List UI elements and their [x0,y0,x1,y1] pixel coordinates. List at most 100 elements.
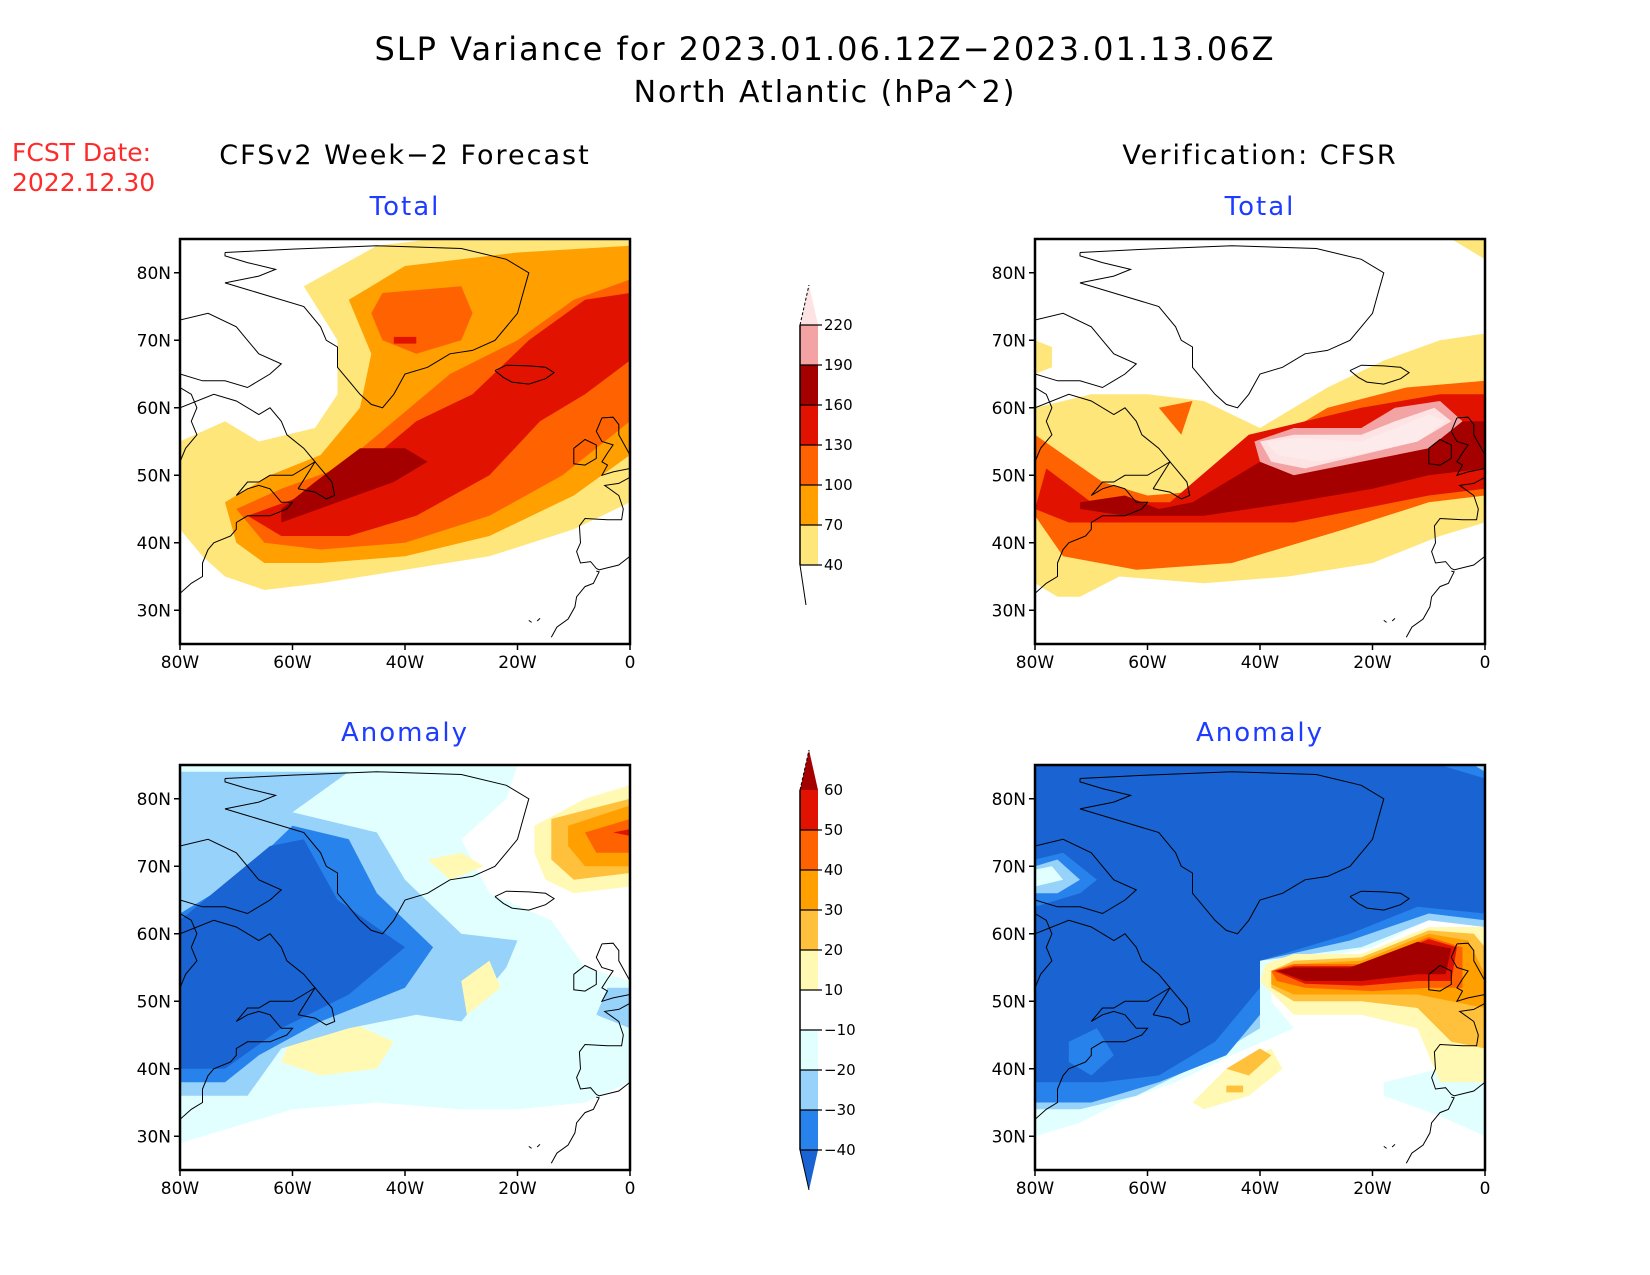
coastline [1035,919,1171,1120]
x-tick-label: 20W [498,653,537,673]
chart-title: SLP Variance for 2023.01.06.12Z−2023.01.… [374,30,1276,68]
coastline [1405,1096,1455,1164]
y-tick-label: 70N [137,857,171,877]
colorbar-box [800,990,818,1030]
coastline [1152,986,1191,1026]
y-tick-label: 60N [137,925,171,945]
x-tick-label: 40W [386,1179,425,1199]
colorbar-label: −40 [824,1141,856,1159]
coastline [573,438,597,466]
colorbar-box [800,910,818,950]
coastline [1391,1143,1396,1148]
coastline [536,618,541,622]
forecast-column-heading: CFSv2 Week−2 Forecast [219,140,591,171]
panel-title-verif-total: Total [1224,192,1296,222]
contour-fill-level-20 [1226,1048,1272,1076]
contour-fill-level-40 [1451,239,1485,260]
colorbar-box [800,405,818,445]
colorbar-total: 40 70 100 130 160 190 220 [799,284,853,606]
colorbar-label: 190 [824,356,853,374]
coastline [1035,913,1053,988]
x-tick-label: 60W [1128,653,1167,673]
x-tick-label: 0 [1480,1179,1491,1199]
colorbar-label: 160 [824,396,853,414]
coastline [180,838,283,915]
contour-fill-level-10 [461,960,501,1015]
coastline [528,1145,532,1149]
coastline [1035,312,1138,389]
y-tick-label: 80N [992,790,1026,810]
contour-fill-level-130 [247,293,630,536]
colorbar-box [800,790,818,830]
colorbar-label: 30 [824,901,843,919]
x-tick-label: 40W [1241,1179,1280,1199]
coastline [595,416,630,477]
contour-fill-level-50 [613,829,630,836]
y-tick-label: 40N [992,1060,1026,1080]
contour-fill-level-60 [1276,941,1452,981]
colorbar-box [800,485,818,525]
y-tick-label: 80N [137,264,171,284]
coastline [1035,838,1138,915]
coastline [528,619,532,623]
coastline [180,393,316,594]
contour-fill-level-160 [281,448,428,523]
x-tick-label: 20W [498,1179,537,1199]
coastline [1391,618,1396,622]
panel-title-fcst-total: Total [369,192,441,222]
x-tick-label: 0 [625,1179,636,1199]
coastline [1431,1002,1485,1097]
x-tick-label: 80W [161,1179,200,1199]
colorbar-edge [799,749,810,791]
colorbar-box [800,950,818,990]
colorbar-extend-high [800,750,818,790]
contour-fill-level--20 [596,987,630,1029]
colorbar-label: 40 [824,861,843,879]
colorbar-box [800,325,818,365]
colorbar-box [800,445,818,485]
x-tick-label: 80W [161,653,200,673]
y-tick-label: 50N [137,466,171,486]
map-panel-verif-total: 80W 60W 40W 20W 0 30N 40N 50N 60N 70N 80N [992,237,1490,673]
forecast-date-label: FCST Date: [12,138,152,167]
coastline [494,364,555,385]
colorbar-label: −10 [824,1021,856,1039]
contour-fill-level-20 [1226,1085,1244,1093]
colorbar-box [800,830,818,870]
coastline [297,460,336,500]
y-tick-label: 30N [137,601,171,621]
contour-fill-level-10 [427,852,484,880]
colorbar-anomaly: −40 −30 −20 −10 10 20 30 40 50 60 [799,749,856,1191]
y-tick-label: 80N [137,790,171,810]
coastline [1079,245,1385,409]
coastline [1035,393,1171,594]
colorbar-edge [799,1149,810,1191]
y-tick-label: 50N [992,466,1026,486]
y-tick-label: 60N [992,925,1026,945]
colorbar-box [800,525,818,565]
y-tick-label: 50N [992,992,1026,1012]
coastline [180,919,316,1120]
coastline [573,964,597,992]
y-tick-label: 30N [137,1127,171,1147]
colorbar-label: −30 [824,1101,856,1119]
contour-fill-level-100 [1158,401,1193,435]
coastline [1152,460,1191,500]
colorbar-edge [799,564,807,606]
y-tick-label: 60N [137,399,171,419]
y-tick-label: 70N [992,857,1026,877]
contour-fill-level--40 [180,839,405,1069]
contour-fill-level-250 [1265,414,1446,462]
y-tick-label: 60N [992,399,1026,419]
coastline [180,387,198,462]
colorbar-box [800,365,818,405]
coastline [1383,619,1387,623]
x-tick-label: 0 [625,653,636,673]
colorbar-label: 60 [824,781,843,799]
coastline [180,913,198,988]
colorbar-box [800,870,818,910]
x-tick-label: 20W [1353,1179,1392,1199]
x-tick-label: 40W [1241,653,1280,673]
coastline [297,986,336,1026]
colorbar-label: 10 [824,981,843,999]
